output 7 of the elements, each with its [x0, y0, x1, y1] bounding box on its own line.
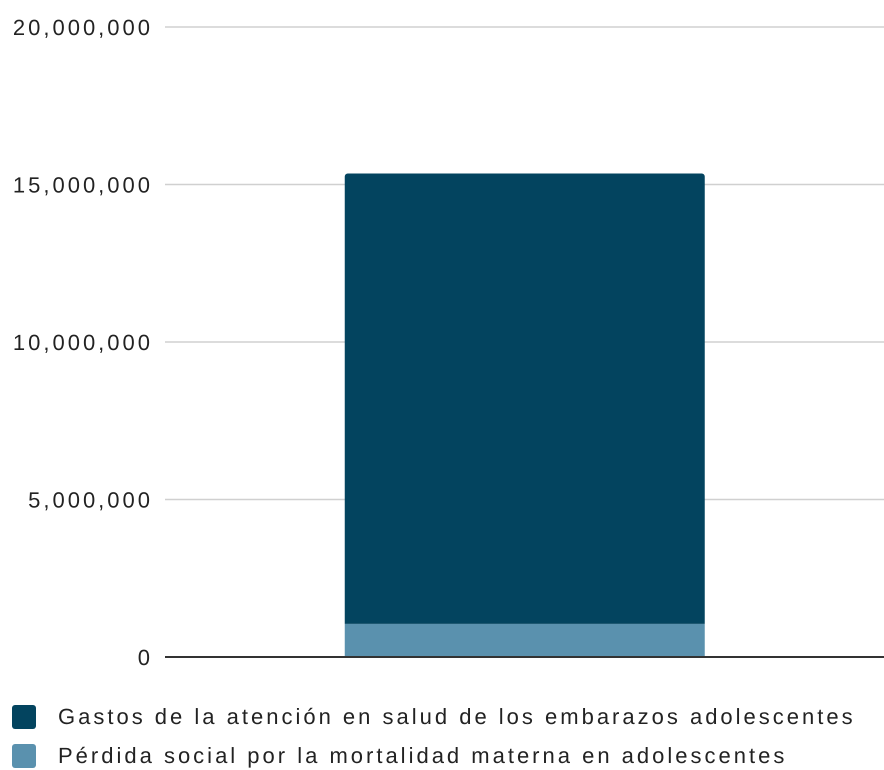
legend-label: Pérdida social por la mortalidad materna en adolescentes [58, 742, 788, 768]
y-tick-label: 5,000,000 [28, 487, 153, 512]
y-tick-label: 15,000,000 [12, 172, 153, 198]
legend-label: Gastos de la atención en salud de los embarazos adolescentes [58, 704, 856, 730]
y-tick-label: 10,000,000 [12, 330, 153, 355]
y-tick-label: 0 [138, 644, 153, 670]
y-tick-label: 20,000,000 [12, 14, 153, 40]
